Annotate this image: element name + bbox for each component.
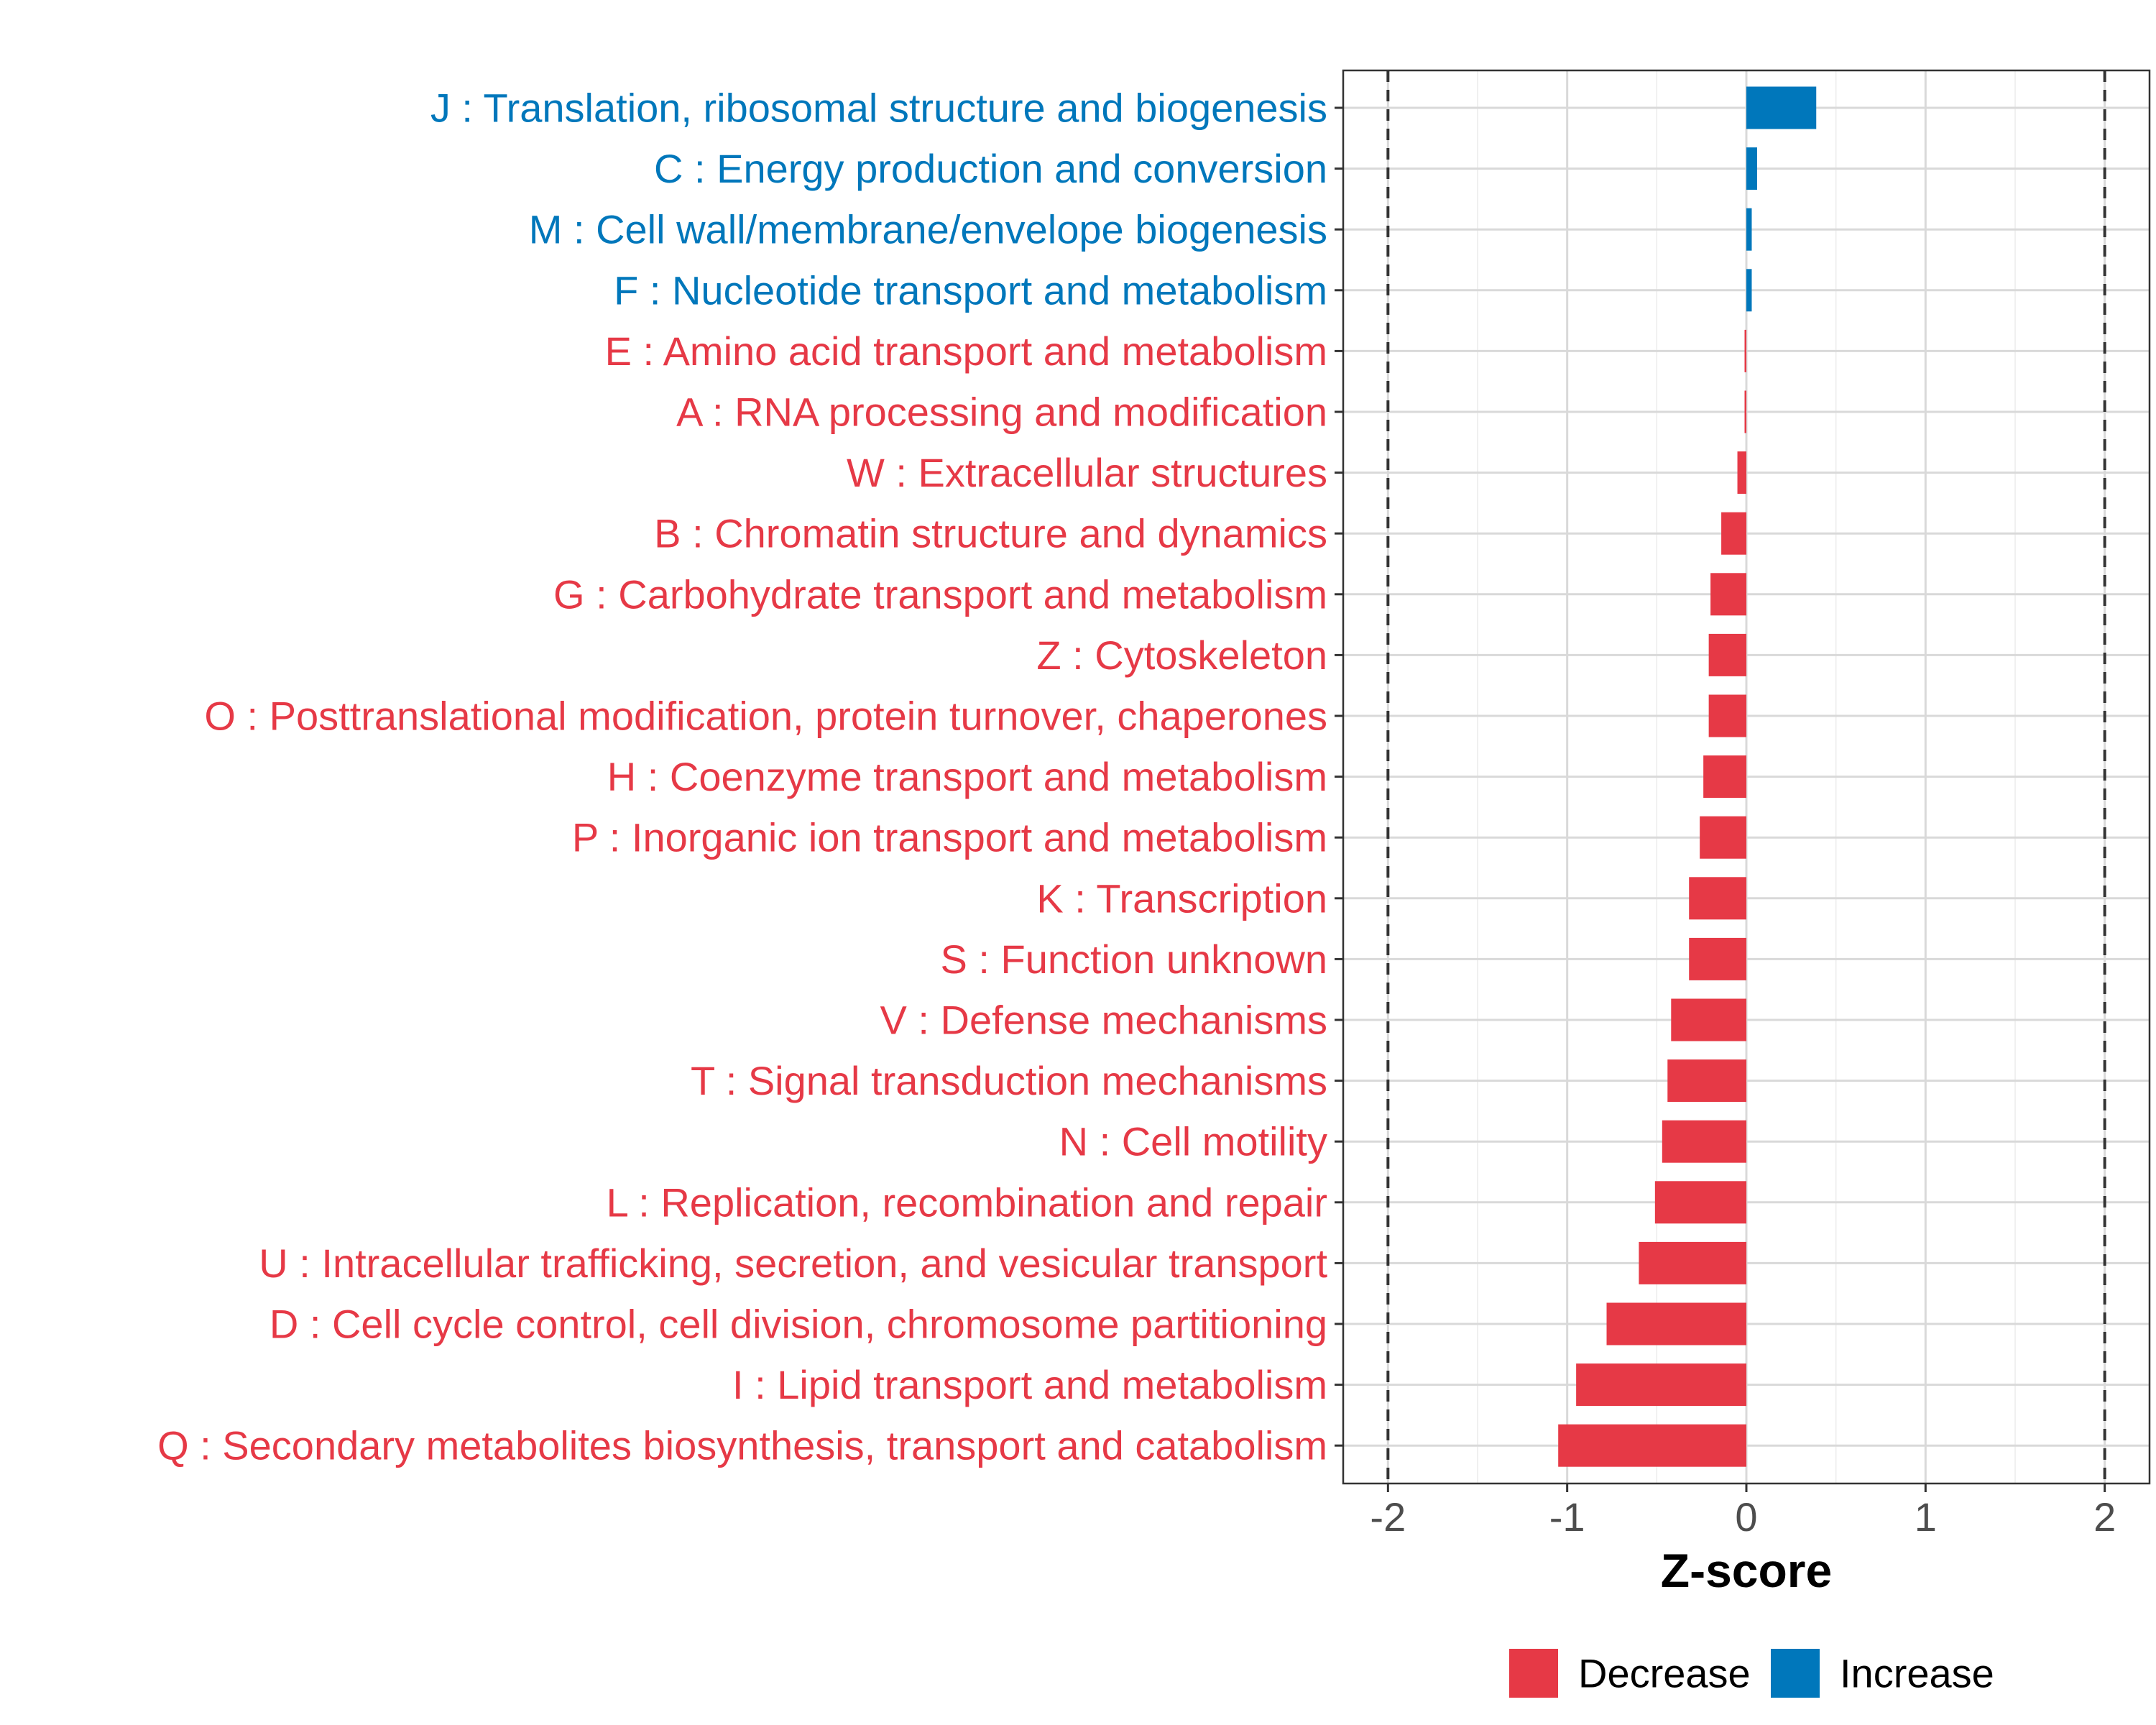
x-axis-title: Z-score	[1661, 1544, 1832, 1597]
category-label: D : Cell cycle control, cell division, c…	[270, 1302, 1327, 1347]
category-label: U : Intracellular trafficking, secretion…	[259, 1241, 1327, 1286]
bar	[1667, 1059, 1746, 1103]
category-label: M : Cell wall/membrane/envelope biogenes…	[529, 207, 1327, 252]
legend: Decrease Increase	[1509, 1649, 1994, 1698]
category-label: I : Lipid transport and metabolism	[732, 1362, 1327, 1407]
category-label: O : Posttranslational modification, prot…	[204, 694, 1327, 739]
bar	[1689, 877, 1746, 920]
category-label: J : Translation, ribosomal structure and…	[430, 86, 1327, 131]
bar	[1710, 573, 1746, 616]
bar	[1703, 755, 1746, 799]
category-label: A : RNA processing and modification	[676, 390, 1327, 435]
bar	[1744, 390, 1746, 433]
category-labels: J : Translation, ribosomal structure and…	[157, 86, 1327, 1468]
bars	[1558, 86, 1817, 1467]
bar	[1708, 694, 1746, 737]
bar	[1744, 329, 1746, 372]
category-label: E : Amino acid transport and metabolism	[605, 328, 1327, 374]
y-axis-ticks	[1335, 106, 1343, 1447]
category-label: L : Replication, recombination and repai…	[607, 1179, 1327, 1225]
category-label: N : Cell motility	[1059, 1119, 1327, 1164]
bar	[1606, 1302, 1746, 1346]
bar	[1639, 1241, 1746, 1284]
bar	[1576, 1363, 1746, 1407]
category-label: W : Extracellular structures	[847, 450, 1327, 495]
bar	[1689, 937, 1746, 980]
x-tick-label: 2	[2093, 1494, 2116, 1540]
category-label: Z : Cytoskeleton	[1036, 632, 1327, 678]
threshold-lines	[1386, 70, 2106, 1484]
bar	[1746, 147, 1757, 190]
legend-swatch-decrease	[1509, 1649, 1558, 1698]
category-label: C : Energy production and conversion	[654, 146, 1327, 191]
x-axis-ticks	[1386, 1484, 2106, 1492]
bar	[1737, 451, 1746, 494]
legend-label-decrease: Decrease	[1578, 1651, 1751, 1696]
bar	[1708, 633, 1746, 676]
legend-swatch-increase	[1771, 1649, 1820, 1698]
bar	[1654, 1181, 1746, 1224]
bar	[1721, 512, 1746, 555]
category-label: F : Nucleotide transport and metabolism	[614, 267, 1327, 313]
legend-label-increase: Increase	[1840, 1651, 1994, 1696]
bar	[1746, 86, 1817, 129]
bar	[1558, 1424, 1746, 1467]
bar	[1662, 1120, 1746, 1163]
category-label: T : Signal transduction mechanisms	[691, 1058, 1327, 1103]
bar	[1746, 208, 1752, 251]
x-tick-label: -1	[1549, 1494, 1585, 1540]
category-label: S : Function unknown	[940, 937, 1327, 982]
category-label: B : Chromatin structure and dynamics	[654, 511, 1327, 556]
category-label: Q : Secondary metabolites biosynthesis, …	[157, 1423, 1327, 1468]
x-tick-label: 0	[1735, 1494, 1757, 1540]
category-label: K : Transcription	[1036, 875, 1327, 921]
category-label: P : Inorganic ion transport and metaboli…	[572, 815, 1327, 860]
bar	[1746, 269, 1752, 312]
category-label: H : Coenzyme transport and metabolism	[607, 754, 1327, 799]
x-tick-label: 1	[1915, 1494, 1937, 1540]
bar	[1700, 816, 1746, 859]
category-label: G : Carbohydrate transport and metabolis…	[553, 571, 1327, 617]
x-tick-labels: -2 -1 0 1 2	[1370, 1494, 2116, 1540]
bar	[1671, 998, 1746, 1041]
x-tick-label: -2	[1370, 1494, 1406, 1540]
category-label: V : Defense mechanisms	[880, 998, 1327, 1043]
